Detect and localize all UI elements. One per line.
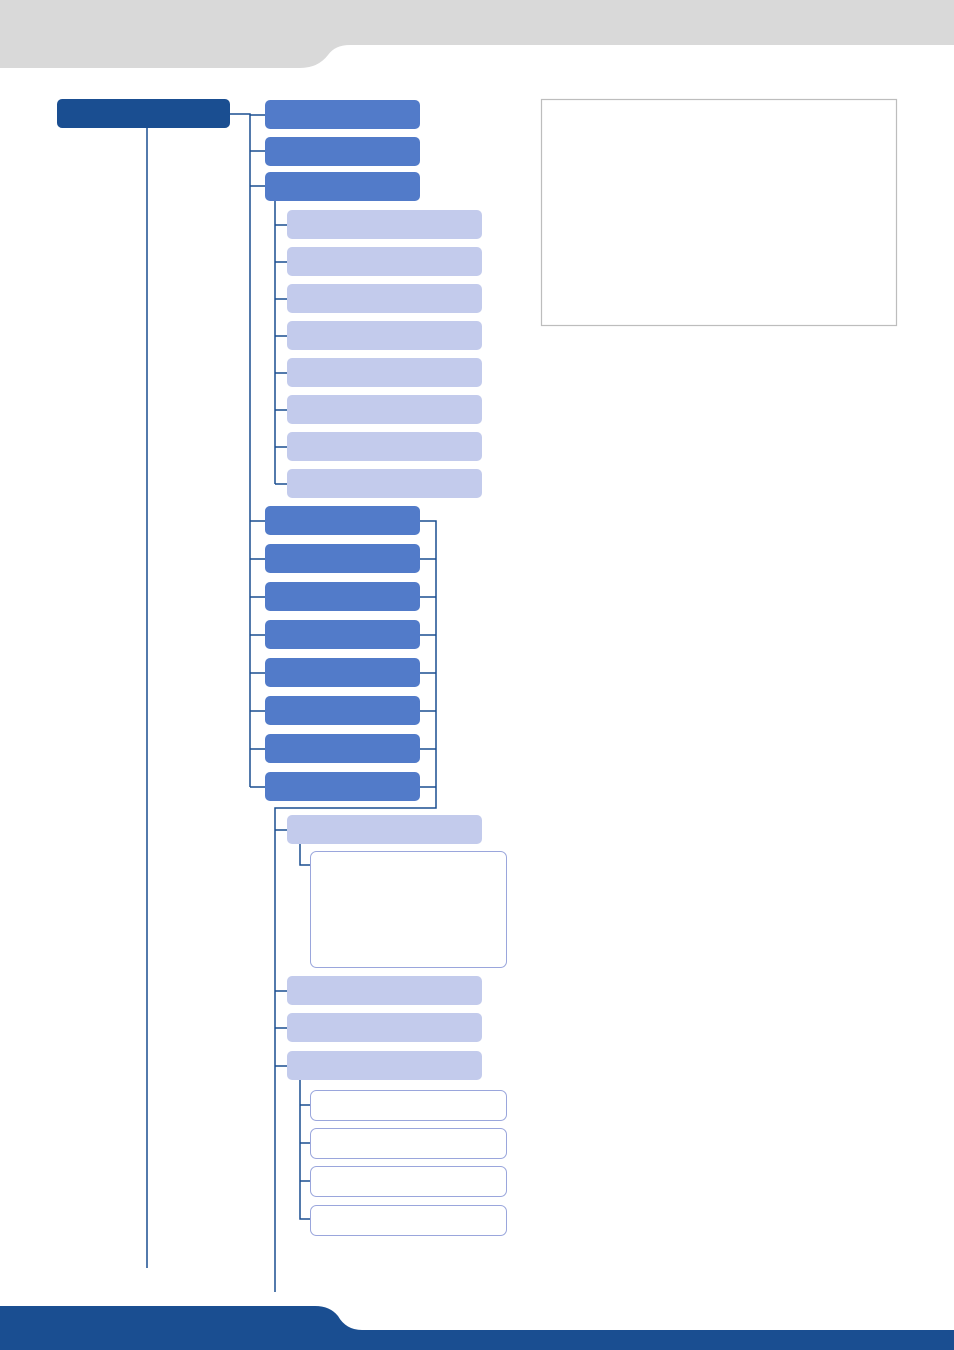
connectors — [230, 113, 437, 1292]
header-band — [0, 0, 954, 68]
level1-nodes — [265, 100, 420, 801]
level3-nodes — [310, 851, 507, 1236]
level2-nodes — [287, 210, 482, 1080]
info-box — [540, 98, 898, 327]
footer-band — [0, 1306, 954, 1350]
root-node — [57, 99, 230, 128]
